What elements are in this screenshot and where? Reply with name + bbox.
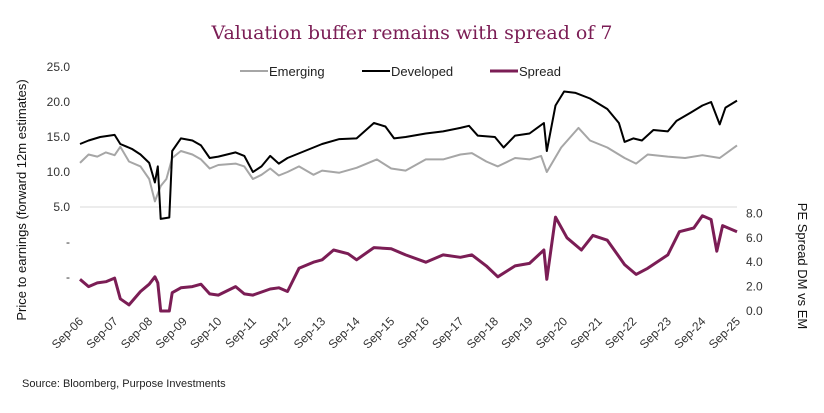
x-tick-label: Sep-13	[291, 314, 328, 351]
x-tick-label: Sep-24	[671, 314, 708, 351]
chart-title: Valuation buffer remains with spread of …	[211, 22, 613, 44]
x-tick-label: Sep-18	[464, 314, 501, 351]
series-line-emerging	[79, 126, 738, 203]
x-tick-label: Sep-11	[222, 314, 259, 351]
right-tick-label: 4.0	[746, 255, 763, 269]
series-line-developed	[79, 90, 738, 220]
left-axis-label: Price to earnings (forward 12m estimates…	[14, 79, 29, 320]
x-tick-label: Sep-22	[602, 314, 639, 351]
left-tick-label: 25.0	[47, 60, 71, 74]
x-tick-label: Sep-19	[498, 314, 535, 351]
left-tick-label: -	[66, 235, 70, 249]
x-tick-label: Sep-21	[568, 314, 605, 351]
right-axis-label: PE Spread DM vs EM	[795, 203, 810, 329]
right-tick-label: 2.0	[746, 280, 763, 294]
x-tick-label: Sep-23	[637, 314, 674, 351]
x-tick-label: Sep-20	[533, 314, 570, 351]
x-tick-label: Sep-15	[360, 314, 397, 351]
x-tick-label: Sep-07	[83, 314, 120, 351]
x-tick-label: Sep-16	[395, 314, 432, 351]
x-tick-label: Sep-25	[706, 314, 743, 351]
x-tick-label: Sep-12	[256, 314, 293, 351]
x-tick-label: Sep-10	[187, 314, 224, 351]
right-tick-label: 6.0	[746, 231, 763, 245]
x-tick-label: Sep-08	[118, 314, 155, 351]
legend-label-emerging: Emerging	[269, 64, 325, 79]
x-tick-label: Sep-14	[325, 314, 362, 351]
right-tick-label: 0.0	[746, 304, 763, 318]
left-tick-label: -	[66, 270, 70, 284]
legend-label-spread: Spread	[519, 64, 561, 79]
left-tick-label: 20.0	[47, 95, 71, 109]
right-tick-label: 8.0	[746, 206, 763, 220]
left-tick-label: 10.0	[47, 165, 71, 179]
x-tick-label: Sep-09	[153, 314, 190, 351]
series-line-spread	[79, 214, 738, 313]
left-tick-label: 15.0	[47, 130, 71, 144]
legend-label-developed: Developed	[391, 64, 453, 79]
x-tick-label: Sep-06	[49, 314, 86, 351]
left-tick-label: 5.0	[53, 200, 70, 214]
x-tick-label: Sep-17	[429, 314, 466, 351]
source-note: Source: Bloomberg, Purpose Investments	[22, 378, 226, 390]
